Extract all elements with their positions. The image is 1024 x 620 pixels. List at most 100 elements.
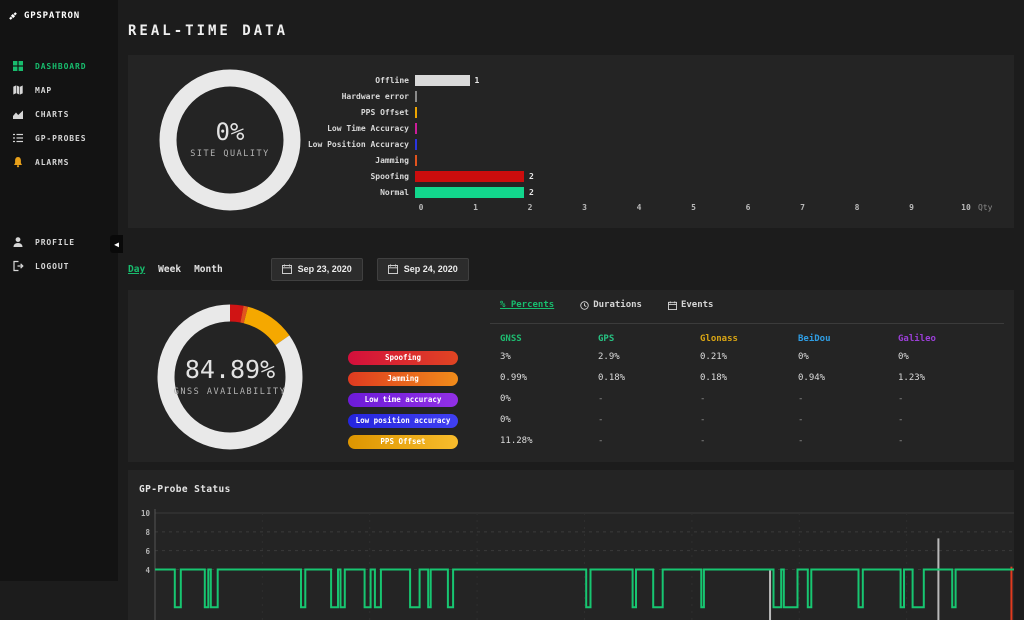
availability-tabs: % Percents Durations Events (500, 300, 713, 310)
table-cell: - (598, 415, 604, 425)
x-axis-tick: 1 (473, 203, 478, 212)
bar-category-label: Spoofing (370, 171, 409, 181)
bar-category-label: Jamming (375, 155, 409, 165)
table-cell: 1.23% (898, 373, 926, 383)
table-cell: 0% (500, 415, 511, 425)
sidebar-item-profile[interactable]: PROFILE (0, 230, 118, 254)
table-cell: - (898, 436, 904, 446)
sidebar-item-dashboard[interactable]: DASHBOARD (0, 54, 118, 78)
bar-normal[interactable] (415, 186, 524, 198)
table-cell: - (700, 436, 706, 446)
legend-pill-pps-offset[interactable]: PPS Offset (348, 435, 458, 449)
table-cell: 0.94% (798, 373, 826, 383)
legend-pill-spoofing[interactable]: Spoofing (348, 351, 458, 365)
calendar-icon (281, 264, 292, 274)
bar-pps-offset[interactable] (415, 106, 417, 118)
map-icon (12, 84, 24, 96)
bar-row-pps-offset: PPS Offset (285, 104, 960, 120)
legend-pill-low-time-accuracy[interactable]: Low time accuracy (348, 393, 458, 407)
bar-jamming[interactable] (415, 154, 417, 166)
bar-track (415, 106, 960, 118)
sidebar-item-gp-probes[interactable]: GP-PROBES (0, 126, 118, 150)
bar-value-label: 1 (474, 75, 480, 85)
table-cell: 2.9% (598, 352, 620, 362)
range-tab-month[interactable]: Month (194, 263, 223, 275)
sidebar-item-logout[interactable]: LOGOUT (0, 254, 118, 278)
x-axis-tick: 3 (582, 203, 587, 212)
bar-value-label: 2 (529, 187, 534, 197)
x-axis-tick: 6 (745, 203, 751, 212)
date-to-value: Sep 24, 2020 (403, 264, 458, 274)
bar-category-label: Low Position Accuracy (307, 139, 409, 149)
sidebar-item-label: MAP (35, 85, 53, 95)
date-to-button[interactable]: Sep 24, 2020 (376, 257, 469, 281)
table-cell: 3% (500, 352, 511, 362)
tab-durations-label: Durations (593, 300, 642, 310)
bar-category-label: Offline (375, 75, 409, 85)
bar-track (415, 154, 960, 166)
tab-durations[interactable]: Durations (580, 300, 642, 310)
y-axis-tick: 4 (145, 565, 150, 575)
tabs-divider (490, 323, 1004, 324)
gp-probe-status-title: GP-Probe Status (139, 484, 231, 495)
table-cell: - (898, 394, 904, 404)
dashboard-grid-icon (13, 61, 23, 71)
bar-low-position-accuracy[interactable] (415, 138, 417, 150)
y-axis-tick: 6 (145, 546, 150, 556)
bar-row-spoofing: Spoofing 2 (285, 168, 960, 184)
time-range-controls: Day Week Month Sep 23, 2020 Sep 24, 2020 (128, 257, 469, 281)
availability-legend: Spoofing Jamming Low time accuracy Low posi… (348, 351, 458, 456)
y-axis-tick: 8 (145, 527, 150, 537)
sidebar-item-label: DASHBOARD (35, 61, 87, 71)
table-cell: - (700, 394, 706, 404)
bar-row-low-position-accuracy: Low Position Accuracy (285, 136, 960, 152)
bar-category-label: Low Time Accuracy (327, 123, 409, 133)
tab-percents[interactable]: % Percents (500, 300, 554, 310)
sidebar-item-label: ALARMS (35, 157, 70, 167)
x-axis-tick: 8 (854, 203, 860, 212)
legend-pill-jamming[interactable]: Jamming (348, 372, 458, 386)
gnss-availability-donut: 84.89% GNSS AVAILABILITY (148, 295, 312, 463)
bar-category-label: Normal (380, 187, 409, 197)
bar-offline[interactable] (415, 74, 470, 86)
date-from-button[interactable]: Sep 23, 2020 (270, 257, 363, 281)
x-axis-tick: 7 (800, 203, 805, 212)
table-cell: 0.18% (700, 373, 728, 383)
brand-logo[interactable]: GPSPATRON (0, 0, 118, 30)
x-axis-tick: 5 (691, 203, 696, 212)
sidebar-item-alarms[interactable]: ALARMS (0, 150, 118, 174)
bell-icon (14, 157, 22, 168)
bar-row-jamming: Jamming (285, 152, 960, 168)
sidebar-menu: DASHBOARD MAP CHARTS GP-PROBES (0, 54, 118, 174)
bar-spoofing[interactable] (415, 170, 524, 182)
sidebar-item-map[interactable]: MAP (0, 78, 118, 102)
satellite-icon (9, 12, 17, 20)
legend-pill-low-position-accuracy[interactable]: Low position accuracy (348, 414, 458, 428)
table-cell: 0% (898, 352, 909, 362)
sidebar-collapse-button[interactable]: ◀ (110, 235, 123, 253)
clock-icon (580, 300, 589, 310)
table-cell: - (798, 415, 804, 425)
tab-events-label: Events (680, 300, 714, 310)
bar-low-time-accuracy[interactable] (415, 122, 417, 134)
tab-events[interactable]: Events (667, 300, 714, 310)
range-tab-week[interactable]: Week (158, 263, 182, 275)
sidebar-item-label: GP-PROBES (35, 133, 87, 143)
bar-track (415, 90, 960, 102)
probe-status-step-line (155, 568, 1014, 609)
site-quality-ring (159, 69, 301, 211)
bar-track: 2 (415, 186, 960, 198)
sidebar-item-label: CHARTS (35, 109, 70, 119)
bar-track: 2 (415, 170, 960, 182)
sidebar-item-charts[interactable]: CHARTS (0, 102, 118, 126)
table-cell: - (798, 394, 804, 404)
y-axis-tick: 10 (140, 509, 150, 518)
site-status-panel: 0% SITE QUALITY Offline 1 Hardware error PP… (128, 55, 1014, 228)
bar-hardware-error[interactable] (415, 90, 417, 102)
calendar-icon (387, 264, 398, 274)
x-axis-tick: 0 (418, 203, 424, 212)
column-header-galileo: Galileo (898, 334, 936, 344)
gnss-availability-ring (157, 304, 303, 450)
table-cell: 0% (500, 394, 511, 404)
range-tab-day[interactable]: Day (128, 263, 146, 275)
